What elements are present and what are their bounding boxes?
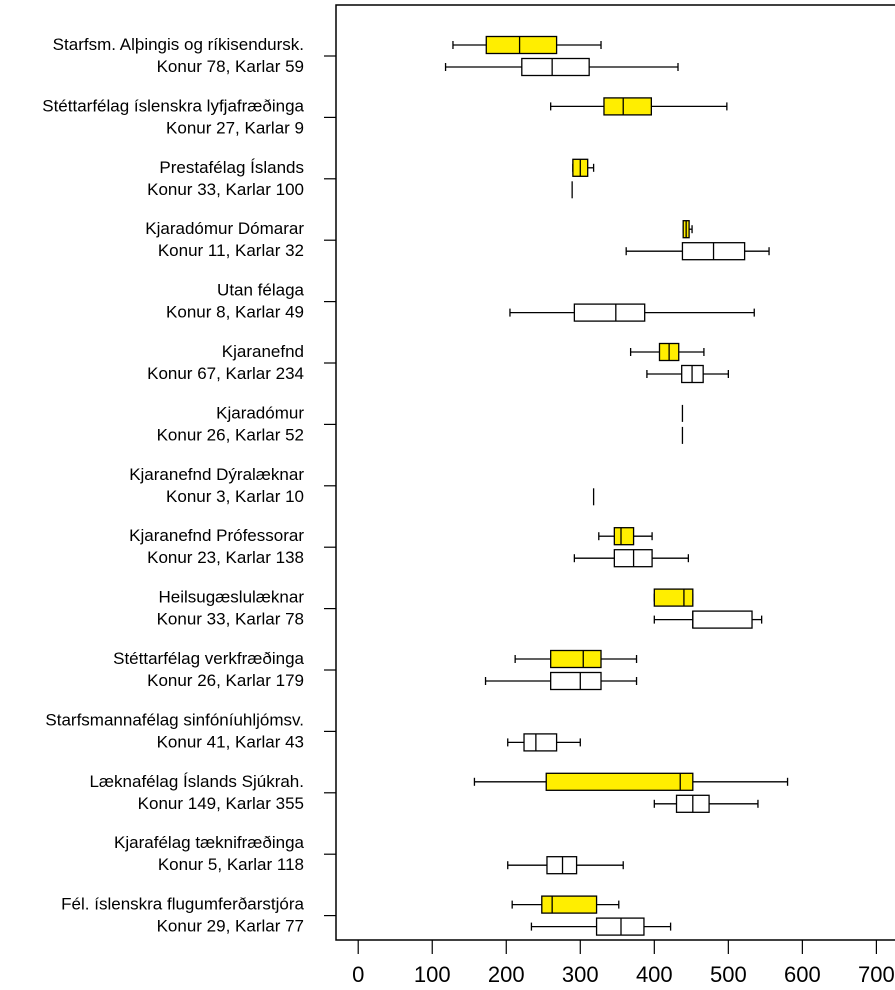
x-tick-label: 100 xyxy=(414,962,451,987)
category-label-counts: Konur 33, Karlar 78 xyxy=(157,610,304,629)
x-tick-label: 400 xyxy=(636,962,673,987)
box-men xyxy=(507,733,581,752)
category-label-name: Stéttarfélag íslenskra lyfjafræðinga xyxy=(42,96,304,115)
x-tick-label: 0 xyxy=(352,962,364,987)
category-label-name: Kjaranefnd xyxy=(222,342,304,361)
iqr-box xyxy=(595,917,645,936)
category-ticks xyxy=(324,55,336,917)
x-tick-label: 600 xyxy=(784,962,821,987)
iqr-box xyxy=(613,527,635,546)
category-label-counts: Konur 67, Karlar 234 xyxy=(147,364,304,383)
box-women xyxy=(682,220,693,239)
box-women xyxy=(473,772,789,791)
category-label-counts: Konur 23, Karlar 138 xyxy=(147,548,304,567)
box-men xyxy=(653,610,763,629)
category-label-counts: Konur 26, Karlar 52 xyxy=(157,425,304,444)
x-tick-label: 300 xyxy=(562,962,599,987)
box-men xyxy=(625,242,770,261)
x-tick-label: 500 xyxy=(710,962,747,987)
category-label-name: Prestafélag Íslands xyxy=(159,158,304,177)
box-men xyxy=(646,364,729,384)
category-label-name: Utan félaga xyxy=(217,281,304,300)
x-axis: 0 100 200 300 400 500 600 700 xyxy=(352,940,895,987)
iqr-box xyxy=(550,671,602,691)
box-women xyxy=(629,342,705,362)
category-label-counts: Konur 78, Karlar 59 xyxy=(157,57,304,76)
category-label-name: Kjaradómur xyxy=(216,403,304,422)
iqr-box xyxy=(521,57,590,77)
category-label-counts: Konur 26, Karlar 179 xyxy=(147,671,304,690)
category-label-name: Kjaranefnd Prófessorar xyxy=(129,526,304,545)
iqr-box xyxy=(550,649,602,669)
box-men xyxy=(444,57,679,77)
category-label-counts: Konur 8, Karlar 49 xyxy=(166,303,304,322)
category-label-name: Stéttarfélag verkfræðinga xyxy=(113,649,304,668)
category-label-counts: Konur 149, Karlar 355 xyxy=(138,794,304,813)
category-label-name: Heilsugæslulæknar xyxy=(158,588,304,607)
box-men xyxy=(530,917,672,936)
boxes xyxy=(444,35,789,936)
box-women xyxy=(653,588,694,607)
category-label-counts: Konur 41, Karlar 43 xyxy=(157,732,304,751)
category-label-name: Fél. íslenskra flugumferðarstjóra xyxy=(61,895,304,914)
box-men xyxy=(653,794,759,813)
box-men xyxy=(507,856,624,875)
box-women xyxy=(511,895,620,914)
box-men xyxy=(573,549,690,568)
iqr-box xyxy=(541,895,598,914)
category-label-counts: Konur 27, Karlar 9 xyxy=(166,118,304,137)
category-label-counts: Konur 5, Karlar 118 xyxy=(158,855,304,874)
box-women xyxy=(550,97,728,116)
iqr-box xyxy=(653,588,694,607)
box-men xyxy=(484,671,638,691)
x-tick-label: 700 xyxy=(858,962,895,987)
category-label-name: Læknafélag Íslands Sjúkrah. xyxy=(89,772,304,791)
category-labels: Starfsm. Alþingis og ríkisendursk. Konur … xyxy=(42,35,304,936)
category-label-counts: Konur 33, Karlar 100 xyxy=(147,180,304,199)
category-label-name: Kjaradómur Dómarar xyxy=(145,219,304,238)
iqr-box xyxy=(546,856,578,875)
category-label-counts: Konur 3, Karlar 10 xyxy=(166,487,304,506)
category-label-name: Kjarafélag tæknifræðinga xyxy=(114,833,304,852)
box-women xyxy=(598,527,653,546)
iqr-box xyxy=(692,610,753,629)
category-label-name: Starfsmannafélag sinfóníuhljómsv. xyxy=(45,710,304,729)
box-men xyxy=(509,303,755,322)
iqr-box xyxy=(573,303,646,322)
x-tick-label: 200 xyxy=(488,962,525,987)
box-women xyxy=(452,35,602,55)
plot-frame xyxy=(335,4,895,941)
iqr-box xyxy=(485,35,558,55)
iqr-box xyxy=(545,772,694,791)
category-label-counts: Konur 29, Karlar 77 xyxy=(157,917,304,936)
box-women xyxy=(514,649,638,669)
iqr-box xyxy=(603,97,653,116)
category-label-name: Starfsm. Alþingis og ríkisendursk. xyxy=(53,35,304,54)
iqr-box xyxy=(523,733,558,752)
box-women xyxy=(572,158,595,177)
category-label-counts: Konur 11, Karlar 32 xyxy=(158,241,304,260)
category-label-name: Kjaranefnd Dýralæknar xyxy=(129,465,304,484)
